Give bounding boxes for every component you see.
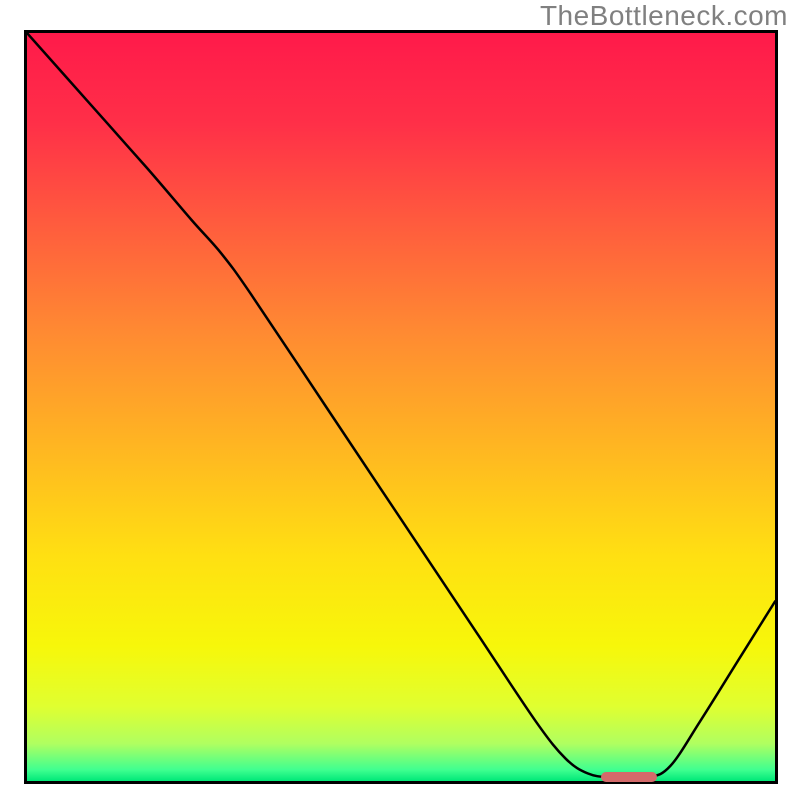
curve-layer xyxy=(27,33,775,781)
chart-canvas: TheBottleneck.com xyxy=(0,0,800,800)
watermark-text: TheBottleneck.com xyxy=(540,0,788,32)
plot-frame xyxy=(24,30,778,784)
optimum-marker xyxy=(601,772,657,782)
